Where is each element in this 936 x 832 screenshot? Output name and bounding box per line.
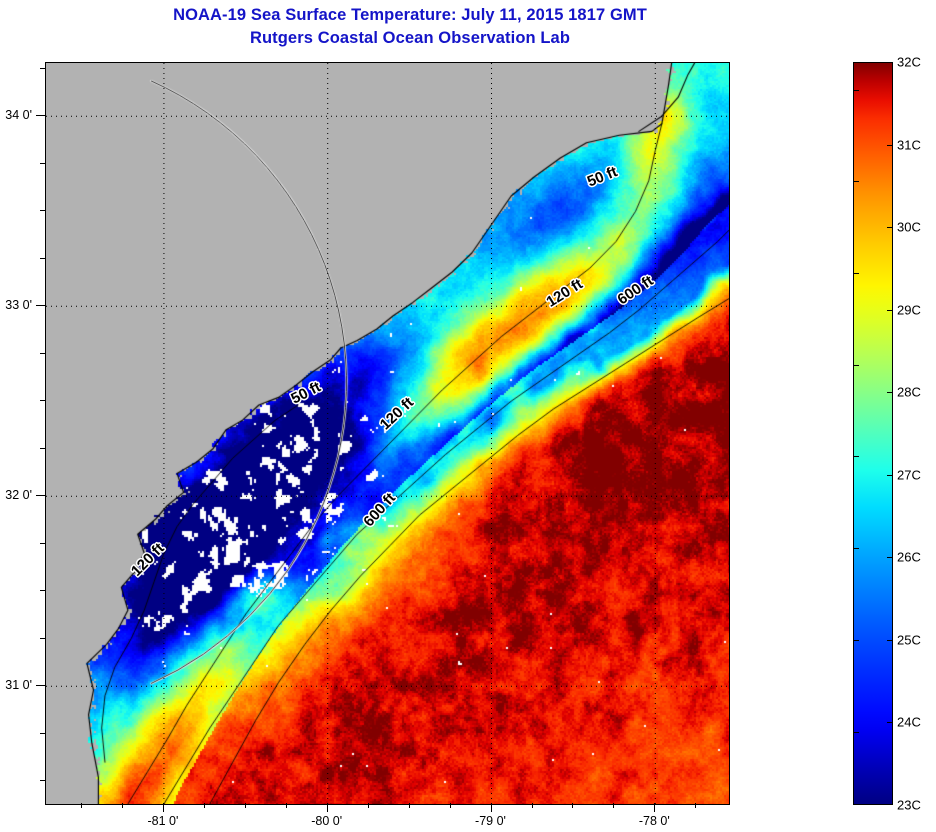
y-axis-tick (36, 685, 45, 687)
y-axis-tick (40, 732, 45, 734)
colorbar-tick-fahrenheit (854, 731, 859, 733)
y-axis-tick (36, 115, 45, 117)
colorbar-gradient (853, 62, 893, 805)
x-axis-tick (572, 803, 574, 808)
x-axis-label: -78 0' (638, 814, 670, 828)
x-axis-tick (326, 803, 328, 812)
y-axis-tick (40, 352, 45, 354)
x-axis-tick (367, 803, 369, 808)
y-axis-tick (36, 495, 45, 497)
y-axis-label: 32 0' (5, 488, 32, 503)
x-axis-tick (285, 803, 287, 808)
colorbar-tick-fahrenheit (854, 639, 859, 641)
y-axis-tick (40, 447, 45, 449)
sst-map-panel[interactable]: 50 ft 50 ft 120 ft 120 ft 600 ft 600 ft 50 ft 5… (45, 62, 730, 805)
colorbar[interactable] (853, 62, 893, 805)
x-axis-tick (490, 803, 492, 812)
x-axis-tick (162, 803, 164, 812)
colorbar-label-celsius: 31C (897, 137, 921, 153)
x-axis-tick (449, 803, 451, 808)
contour-label: 50 ft (585, 163, 620, 190)
y-axis-tick (40, 780, 45, 782)
y-axis-label: 33 0' (5, 298, 32, 313)
colorbar-label-celsius: 27C (897, 467, 921, 483)
x-axis-tick (654, 803, 656, 812)
colorbar-tick-celsius (887, 227, 892, 229)
x-axis-tick (613, 803, 615, 808)
colorbar-tick-celsius (887, 639, 892, 641)
colorbar-label-celsius: 24C (897, 714, 921, 730)
colorbar-label-celsius: 32C (897, 54, 921, 70)
x-axis-label: -79 0' (475, 814, 506, 828)
x-axis-tick (81, 803, 82, 808)
contour-label: 600 ft (614, 272, 656, 308)
y-axis-tick (40, 67, 45, 69)
x-axis-tick (122, 803, 123, 808)
y-axis-tick (36, 305, 45, 307)
y-axis-label: 31 0' (5, 678, 32, 693)
graticule-grid (46, 63, 729, 804)
sst-heatmap-canvas (46, 63, 729, 804)
colorbar-tick-fahrenheit (854, 181, 859, 183)
contour-label: 50 ft (288, 378, 323, 407)
colorbar-tick-fahrenheit (854, 456, 859, 458)
y-axis-tick (40, 637, 45, 639)
y-axis-tick (40, 257, 45, 259)
y-axis-tick (40, 162, 45, 164)
page-title: NOAA-19 Sea Surface Temperature: July 11… (173, 6, 647, 24)
colorbar-tick-celsius (887, 309, 892, 311)
x-axis-tick (531, 803, 533, 808)
colorbar-label-celsius: 30C (897, 219, 921, 235)
chart-title-block: NOAA-19 Sea Surface Temperature: July 11… (0, 4, 820, 50)
y-axis-tick (40, 590, 45, 592)
x-axis-tick (203, 803, 205, 808)
colorbar-label-celsius: 26C (897, 549, 921, 565)
x-axis-tick (695, 803, 697, 808)
colorbar-tick-fahrenheit (854, 272, 859, 274)
y-axis-tick (40, 542, 45, 544)
colorbar-label-celsius: 29C (897, 302, 921, 318)
x-axis-tick (408, 803, 410, 808)
colorbar-label-celsius: 25C (897, 632, 921, 648)
colorbar-label-celsius: 23C (897, 797, 921, 813)
x-axis-label: -81 0' (147, 814, 179, 828)
colorbar-tick-celsius (887, 722, 892, 724)
y-axis-label: 34 0' (5, 108, 32, 123)
y-axis-tick (40, 210, 45, 212)
contour-label: 120 ft (128, 540, 168, 580)
colorbar-tick-celsius (887, 392, 892, 394)
contour-label: 120 ft (377, 394, 417, 433)
colorbar-tick-fahrenheit (854, 89, 859, 91)
colorbar-tick-celsius (887, 474, 892, 476)
colorbar-tick-celsius (887, 144, 892, 146)
colorbar-tick-fahrenheit (854, 548, 859, 550)
y-axis-tick (40, 400, 45, 402)
colorbar-tick-fahrenheit (854, 364, 859, 366)
x-axis-label: -80 0' (311, 814, 343, 828)
x-axis-tick (244, 803, 246, 808)
page-subtitle: Rutgers Coastal Ocean Observation Lab (249, 29, 571, 47)
colorbar-label-celsius: 28C (897, 384, 921, 400)
colorbar-tick-celsius (887, 557, 892, 559)
contour-label: 120 ft (543, 276, 585, 311)
